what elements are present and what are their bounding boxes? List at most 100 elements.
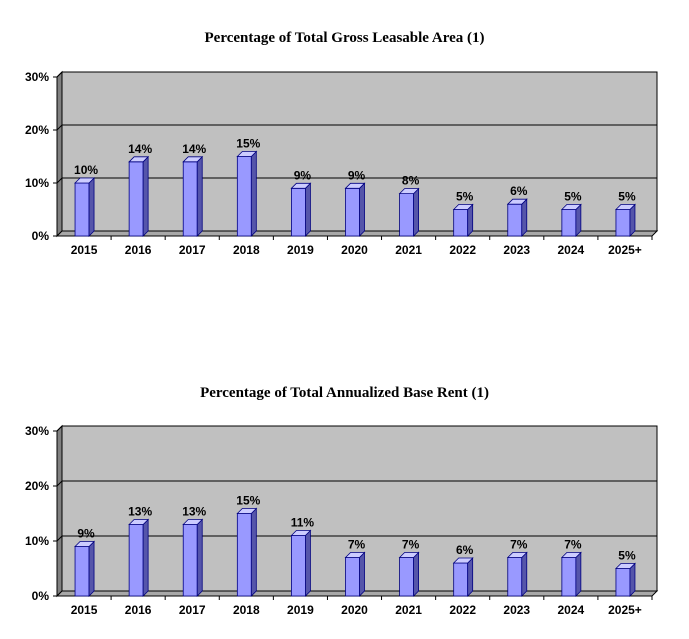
bar-top: [344, 552, 366, 558]
gridline: [56, 480, 657, 487]
bar: [290, 182, 312, 237]
bar-front: [291, 187, 306, 237]
data-label: 9%: [348, 168, 366, 182]
bar-side: [196, 518, 203, 597]
x-tick-label: 2017: [179, 603, 206, 617]
data-label: 7%: [564, 538, 582, 552]
x-tick-label: 2025+: [608, 603, 642, 617]
bar-side: [305, 182, 311, 237]
data-label: 7%: [402, 538, 420, 552]
y-tick-label: 10%: [25, 534, 49, 548]
x-tick-label: 2020: [341, 603, 368, 617]
bar: [344, 551, 366, 597]
bar: [506, 198, 528, 237]
bar: [236, 507, 258, 597]
bar: [344, 182, 366, 237]
data-label: 10%: [74, 163, 98, 177]
x-tick-label: 2021: [395, 243, 422, 257]
x-tick-label: 2025+: [608, 243, 642, 257]
y-tick-label: 0%: [32, 229, 50, 243]
bar-front: [182, 161, 198, 237]
bar-side: [250, 507, 257, 597]
bar-side: [142, 155, 149, 237]
bar-front: [345, 187, 360, 237]
bar-side: [359, 551, 365, 597]
data-label: 5%: [564, 190, 582, 204]
bar: [74, 540, 96, 597]
data-label: 15%: [236, 494, 260, 508]
bar-side: [521, 198, 528, 237]
bar-front: [615, 209, 631, 237]
bar-top: [614, 563, 636, 569]
chart-title: Percentage of Total Annualized Base Rent…: [200, 385, 489, 401]
bar-side: [88, 177, 95, 237]
x-tick-label: 2017: [179, 243, 206, 257]
bar: [290, 529, 312, 597]
data-label: 7%: [348, 538, 366, 552]
bar-front: [561, 557, 577, 597]
bar: [128, 155, 150, 237]
data-label: 6%: [510, 184, 528, 198]
data-label: 13%: [182, 505, 206, 519]
bar: [182, 518, 204, 597]
bar-top: [506, 198, 528, 205]
bar-top: [236, 151, 258, 157]
bar-top: [290, 182, 312, 189]
bar-front: [236, 156, 252, 237]
bar-top: [236, 508, 258, 514]
chart-annualized-base-rent: Percentage of Total Annualized Base Rent…: [0, 385, 689, 625]
bar-front: [453, 209, 469, 237]
bar-top: [614, 204, 636, 210]
bar-top: [560, 204, 582, 210]
bar-front: [236, 513, 252, 597]
x-tick-label: 2023: [503, 603, 530, 617]
data-label: 8%: [402, 174, 420, 188]
x-tick-label: 2024: [558, 603, 585, 617]
bar-top: [128, 156, 150, 163]
data-label: 14%: [128, 142, 152, 156]
bar-front: [507, 557, 523, 597]
data-label: 14%: [182, 142, 206, 156]
gridline: [56, 177, 657, 184]
bar-side: [467, 557, 474, 597]
bar: [560, 551, 582, 597]
data-label: 5%: [618, 190, 636, 204]
x-tick-label: 2024: [558, 243, 585, 257]
bar-front: [128, 524, 144, 597]
bar-side: [359, 182, 365, 237]
bar-front: [128, 161, 144, 237]
data-label: 13%: [128, 505, 152, 519]
bar: [398, 551, 420, 597]
x-tick-label: 2018: [233, 243, 260, 257]
bar: [236, 150, 258, 237]
data-label: 6%: [456, 543, 474, 557]
data-label: 11%: [291, 516, 315, 530]
y-tick-label: 30%: [25, 70, 49, 84]
bar-top: [128, 519, 150, 525]
bar-front: [291, 535, 306, 597]
bar: [560, 203, 582, 237]
bar-top: [182, 156, 204, 163]
bar-front: [74, 546, 90, 597]
x-tick-label: 2015: [71, 603, 98, 617]
x-tick-label: 2020: [341, 243, 368, 257]
bar-side: [196, 155, 203, 237]
bar: [452, 557, 474, 597]
plot-left-wall: [56, 424, 63, 598]
gridline: [56, 124, 657, 131]
data-label: 5%: [456, 190, 474, 204]
bar: [182, 155, 204, 237]
chart-title: Percentage of Total Gross Leasable Area …: [204, 30, 485, 46]
bar-front: [182, 524, 198, 597]
bar-side: [142, 518, 149, 597]
x-tick-label: 2015: [71, 243, 98, 257]
chart-gross-leasable-area: Percentage of Total Gross Leasable Area …: [0, 30, 689, 260]
bar-front: [399, 557, 414, 597]
bar-top: [74, 177, 96, 184]
data-label: 5%: [618, 549, 636, 563]
bar-side: [521, 551, 528, 597]
bar: [452, 203, 474, 237]
bar-front: [345, 557, 360, 597]
bar-top: [290, 530, 312, 536]
bar-side: [250, 150, 257, 237]
